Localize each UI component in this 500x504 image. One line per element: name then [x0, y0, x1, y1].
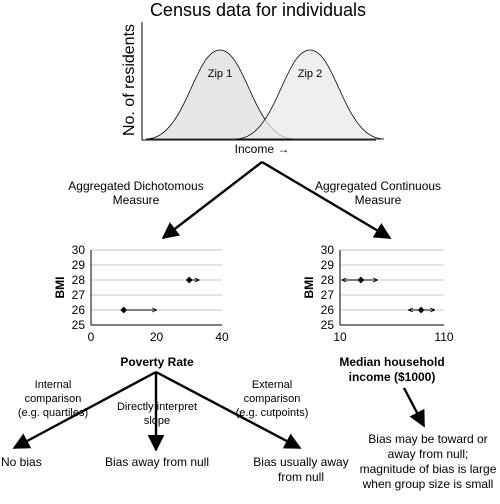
median-income-y-tick-label: 27: [321, 288, 335, 302]
median-income-y-tick-label: 25: [321, 318, 335, 332]
directly-interpret-line1: Directly interpret: [117, 401, 197, 413]
poverty-rate-x-tick-label: 20: [150, 330, 164, 344]
continuous-label-line2: Measure: [355, 193, 402, 207]
census-chart-x-axis-label: Income →: [235, 142, 290, 156]
external-comparison-line1: External: [252, 379, 292, 391]
poverty-rate-x-tick-label: 40: [215, 330, 229, 344]
poverty-rate-y-tick-label: 26: [72, 303, 86, 317]
median-income-data-point: [357, 276, 365, 284]
poverty-rate-y-tick-label: 28: [72, 273, 86, 287]
bias-away-label: Bias away from null: [105, 455, 209, 469]
median-income-x-axis-label-line1: Median household: [339, 355, 444, 369]
no-bias-label: No bias: [1, 455, 42, 469]
directly-interpret-line2: slope: [144, 415, 170, 427]
bias-toward-or-away-line2: away from null;: [388, 447, 469, 461]
arrow-to-bias-toward-or-away: [402, 387, 426, 428]
poverty-rate-y-tick-label: 27: [72, 288, 86, 302]
median-income-data-point: [417, 306, 425, 314]
dichotomous-label-line2: Measure: [113, 193, 160, 207]
continuous-label-line1: Aggregated Continuous: [315, 179, 441, 193]
internal-comparison-line3: (e.g. quartiles): [18, 407, 88, 419]
bias-toward-or-away-line1: Bias may be toward or: [368, 432, 487, 446]
poverty-rate-data-point: [120, 306, 128, 314]
bias-usually-away-line1: Bias usually away: [253, 455, 348, 469]
median-income-x-axis-label-line2: income ($1000): [349, 370, 436, 384]
arrow-to-bias-usually: [155, 370, 302, 450]
median-income-y-tick-label: 26: [321, 303, 335, 317]
arrow-to-no-bias: [12, 370, 157, 450]
zip2-curve: [235, 49, 385, 140]
median-income-y-tick-label: 30: [321, 243, 335, 257]
poverty-rate-x-tick-label: 0: [88, 330, 95, 344]
bias-toward-or-away-line4: when group size is small: [362, 477, 494, 491]
median-income-y-tick-label: 29: [321, 258, 335, 272]
bias-usually-away-line2: from null: [278, 470, 324, 484]
median-income-y-axis-label: BMI: [302, 277, 316, 299]
poverty-rate-y-tick-label: 29: [72, 258, 86, 272]
census-chart-y-axis-label: No. of residents: [121, 24, 138, 136]
poverty-rate-data-point: [185, 276, 193, 284]
poverty-rate-y-tick-label: 25: [72, 318, 86, 332]
zip2-label: Zip 2: [298, 68, 322, 80]
internal-comparison-line2: comparison: [25, 393, 82, 405]
arrow-to-continuous: [261, 160, 392, 240]
dichotomous-label-line1: Aggregated Dichotomous: [68, 179, 203, 193]
median-income-x-tick-label: 110: [434, 330, 453, 344]
internal-comparison-line1: Internal: [35, 379, 72, 391]
median-income-x-tick-label: 10: [333, 330, 347, 344]
zip1-label: Zip 1: [208, 68, 232, 80]
census-chart-title: Census data for individuals: [150, 0, 366, 20]
external-comparison-line2: comparison: [244, 393, 301, 405]
external-comparison-line3: (e.g. cutpoints): [236, 407, 309, 419]
poverty-rate-y-axis-label: BMI: [53, 277, 67, 299]
arrow-to-dichotomous: [161, 161, 263, 240]
census-chart: Census data for individuals No. of resid…: [121, 0, 385, 156]
poverty-rate-y-tick-label: 30: [72, 243, 86, 257]
poverty-rate-x-axis-label: Poverty Rate: [120, 355, 194, 369]
median-income-y-tick-label: 28: [321, 273, 335, 287]
bias-toward-or-away-line3: magnitude of bias is large: [360, 462, 497, 476]
